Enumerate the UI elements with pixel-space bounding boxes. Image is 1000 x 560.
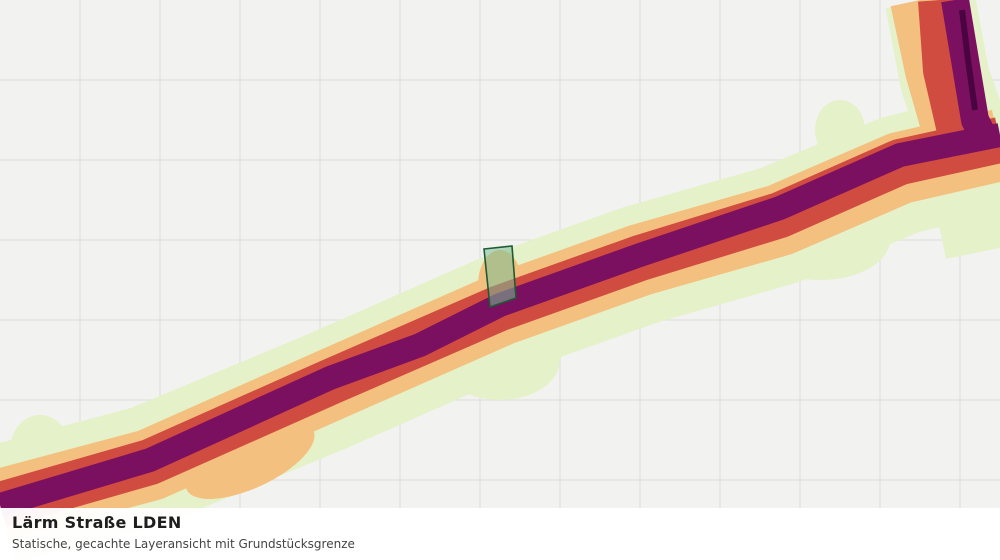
- noise-zone-high: [918, 0, 982, 140]
- noise-zone-low: [815, 100, 865, 160]
- layer-subtitle: Statische, gecachte Layeransicht mit Gru…: [12, 537, 355, 551]
- noise-zone-very-high: [0, 123, 1000, 517]
- parcel-boundary[interactable]: [483, 245, 517, 309]
- noise-zone-extreme: [959, 9, 978, 111]
- noise-zone-medium: [185, 421, 315, 499]
- layer-title: Lärm Straße LDEN: [12, 513, 182, 532]
- legend-panel: Lärm Straße LDEN Statische, gecachte Lay…: [0, 508, 1000, 560]
